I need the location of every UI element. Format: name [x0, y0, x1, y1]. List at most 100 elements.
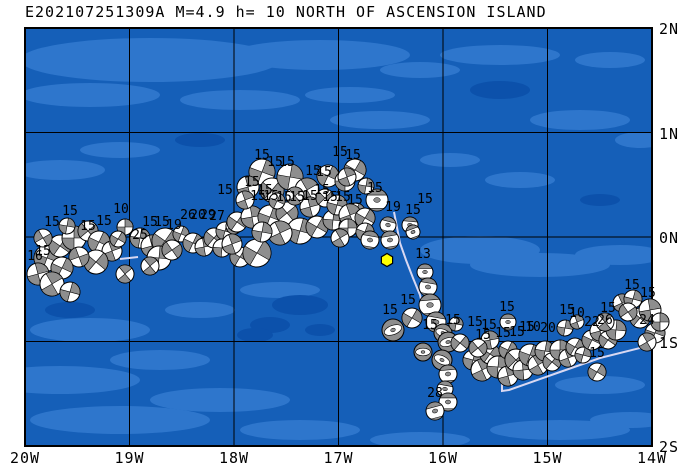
- beachball-center-dot: [445, 340, 451, 344]
- beachball-bottom-cap: [369, 208, 385, 212]
- beachball: [109, 230, 127, 248]
- beachball: [416, 263, 434, 281]
- beachball: [330, 228, 350, 248]
- beachball-quadrants: [357, 177, 375, 195]
- beachball-top-cap: [438, 380, 454, 388]
- beachball-top-cap: [439, 364, 457, 372]
- beachball-center-dot: [432, 408, 438, 414]
- beachball-center-dot: [410, 230, 416, 234]
- beachball-bottom-cap: [384, 245, 398, 250]
- depth-label: 20: [540, 321, 556, 336]
- bathymetry-patch: [490, 420, 630, 440]
- beachball: [251, 221, 273, 243]
- beachball: [405, 224, 421, 240]
- bathymetry-patch: [80, 142, 160, 158]
- beachball: [413, 342, 433, 362]
- depth-label: 15: [405, 203, 421, 218]
- beachball-quadrants: [268, 193, 286, 209]
- beachball-center-dot: [422, 269, 428, 275]
- beachball: [357, 177, 375, 195]
- beachball-top-cap: [381, 216, 397, 224]
- depth-label: 19: [166, 218, 182, 233]
- depth-label: 10: [113, 202, 129, 217]
- bathymetry-patch: [305, 87, 395, 103]
- depth-label: 15: [495, 326, 511, 341]
- depth-label: 15: [305, 164, 321, 179]
- beachball-quadrants: [236, 190, 254, 210]
- depth-label: 15: [335, 190, 351, 205]
- bathymetry-patch-dark: [580, 194, 620, 206]
- beachball-quadrants: [41, 271, 63, 297]
- beachball-top-cap: [362, 230, 380, 238]
- beachball-center-dot: [390, 327, 396, 333]
- depth-label: 15: [481, 318, 497, 333]
- beachball: [381, 318, 405, 342]
- depth-label: 10: [525, 320, 541, 335]
- depth-label: 27: [209, 209, 225, 224]
- depth-label: 16: [27, 249, 43, 264]
- bathymetry-patch-dark: [470, 81, 530, 99]
- beachball-quadrants: [650, 312, 670, 332]
- depth-label: 15: [44, 215, 60, 230]
- lat-label-1N: 1N: [659, 124, 680, 143]
- depth-label: 15: [382, 303, 398, 318]
- beachball-quadrants: [161, 241, 183, 259]
- bathymetry-patch-dark: [272, 295, 328, 315]
- depth-label: 15: [624, 278, 640, 293]
- beachball-top-cap: [417, 263, 433, 269]
- bathymetry-patch: [380, 62, 460, 78]
- depth-label: 15: [475, 328, 491, 343]
- beachball: [268, 192, 286, 210]
- depth-label: 29: [200, 208, 216, 223]
- beachball: [468, 338, 488, 358]
- beachball: [285, 186, 305, 206]
- beachball-quadrants: [142, 256, 158, 276]
- beachball-top-cap: [425, 401, 443, 410]
- depth-label: 15: [276, 190, 292, 205]
- beachball-top-cap: [419, 293, 440, 302]
- depth-label: 20: [190, 208, 206, 223]
- beachball-quadrants: [287, 186, 303, 206]
- depth-label: 19: [385, 200, 401, 215]
- depth-label: 15: [314, 183, 330, 198]
- page-title: E202107251309A M=4.9 h= 10 NORTH OF ASCE…: [25, 3, 547, 21]
- beachball-top-cap: [500, 313, 516, 319]
- bathymetry-patch: [590, 412, 652, 428]
- depth-label: 22: [584, 315, 600, 330]
- beachball: [305, 215, 329, 239]
- beachball-quadrants: [448, 316, 464, 332]
- beachball-top-cap: [427, 311, 446, 320]
- depth-label: 15: [80, 219, 96, 234]
- depth-label: 15: [289, 190, 305, 205]
- bathymetry-patch: [615, 132, 652, 148]
- beachball-center-dot: [367, 237, 373, 243]
- beachball: [595, 312, 615, 332]
- beachball-center-dot: [425, 284, 431, 290]
- bathymetry-patch: [25, 366, 140, 394]
- lon-label-15W: 15W: [532, 449, 563, 467]
- depth-label: 15: [367, 181, 383, 196]
- lon-label-17W: 17W: [323, 449, 354, 467]
- depth-label: 15: [96, 214, 112, 229]
- depth-label: 15: [62, 204, 78, 219]
- beachball-center-dot: [442, 386, 448, 392]
- event-marker: [380, 252, 394, 268]
- beachball: [337, 167, 357, 187]
- lon-label-16W: 16W: [427, 449, 459, 467]
- beachball: [299, 196, 321, 218]
- depth-label: 15: [250, 189, 266, 204]
- beachball: [418, 277, 438, 297]
- beachball: [221, 233, 243, 255]
- beachball-center-dot: [445, 371, 451, 377]
- depth-label: 15: [347, 193, 363, 208]
- bathymetry-patch: [180, 90, 300, 110]
- bathymetry-patch: [240, 282, 320, 298]
- beachball: [574, 346, 592, 364]
- beachball-quadrants: [59, 281, 81, 303]
- depth-label: 13: [415, 247, 431, 262]
- bathymetry-patch: [150, 388, 290, 412]
- beachball: [235, 190, 255, 210]
- depth-label: 15: [345, 148, 361, 163]
